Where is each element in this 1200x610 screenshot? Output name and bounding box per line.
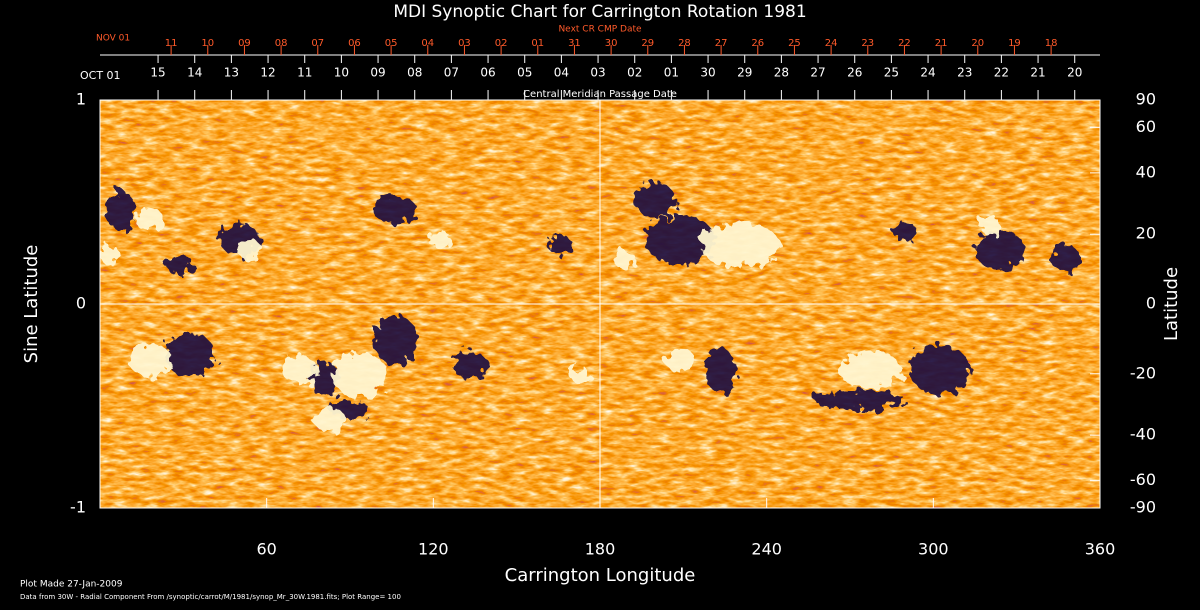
next-cr-tick-label: 03	[458, 38, 471, 49]
next-cr-tick-label: 26	[751, 38, 764, 49]
next-cr-tick-label: 04	[421, 38, 434, 49]
source-note: Data from 30W - Radial Component From /s…	[20, 593, 401, 601]
cmp-start-label: OCT 01	[80, 69, 121, 82]
cmp-tick-label: 13	[224, 66, 239, 80]
next-cr-tick-label: 20	[971, 38, 984, 49]
next-cr-tick-label: 21	[935, 38, 948, 49]
next-cr-tick-label: 27	[715, 38, 728, 49]
next-cr-start-label: NOV 01	[96, 34, 130, 44]
cmp-tick-label: 06	[480, 66, 495, 80]
cmp-tick-label: 01	[664, 66, 679, 80]
next-cr-tick-label: 01	[531, 38, 544, 49]
y2-tick-label: -90	[1130, 498, 1156, 517]
next-cr-tick-label: 18	[1045, 38, 1058, 49]
next-cr-tick-label: 05	[385, 38, 398, 49]
cmp-tick-label: 25	[884, 66, 899, 80]
next-cr-tick-label: 07	[311, 38, 324, 49]
cmp-tick-label: 21	[1030, 66, 1045, 80]
cmp-tick-label: 14	[187, 66, 202, 80]
x-tick-label: 60	[256, 540, 276, 559]
cmp-tick-label: 24	[920, 66, 935, 80]
x-tick-label: 180	[585, 540, 616, 559]
y2-tick-label: -20	[1130, 363, 1156, 382]
x-axis-title: Carrington Longitude	[505, 565, 696, 586]
next-cr-tick-label: 19	[1008, 38, 1021, 49]
x-tick-label: 300	[918, 540, 949, 559]
y2-tick-label: 40	[1136, 162, 1156, 181]
footnote: Plot Made 27-Jan-2009	[20, 580, 123, 590]
x-tick-label: 360	[1085, 540, 1116, 559]
cmp-tick-label: 27	[810, 66, 825, 80]
cmp-tick-label: 23	[957, 66, 972, 80]
cmp-tick-label: 02	[627, 66, 642, 80]
cmp-tick-label: 30	[700, 66, 715, 80]
next-cr-tick-label: 25	[788, 38, 801, 49]
cmp-tick-label: 26	[847, 66, 862, 80]
next-cr-tick-label: 09	[238, 38, 251, 49]
y-axis-title: Sine Latitude	[21, 245, 42, 364]
cmp-tick-label: 09	[370, 66, 385, 80]
cmp-axis-title: Central Meridian Passage Date	[523, 89, 677, 100]
next-cr-tick-label: 28	[678, 38, 691, 49]
cmp-tick-label: 29	[737, 66, 752, 80]
next-cr-tick-label: 11	[165, 38, 178, 49]
y2-tick-label: 90	[1136, 90, 1156, 109]
y2-tick-label: 60	[1136, 117, 1156, 136]
cmp-tick-label: 05	[517, 66, 532, 80]
cmp-tick-label: 11	[297, 66, 312, 80]
next-cr-tick-label: 31	[568, 38, 581, 49]
cmp-tick-label: 22	[994, 66, 1009, 80]
y2-axis-title: Latitude	[1161, 267, 1182, 341]
next-cr-tick-label: 30	[605, 38, 618, 49]
next-cr-tick-label: 24	[825, 38, 838, 49]
y2-tick-label: -40	[1130, 425, 1156, 444]
next-cr-tick-label: 06	[348, 38, 361, 49]
y2-tick-label: 0	[1146, 294, 1156, 313]
cmp-tick-label: 28	[774, 66, 789, 80]
cmp-tick-label: 04	[554, 66, 569, 80]
x-tick-label: 240	[751, 540, 782, 559]
next-cr-tick-label: 29	[641, 38, 654, 49]
next-cr-tick-label: 10	[201, 38, 214, 49]
next-cr-tick-label: 23	[861, 38, 874, 49]
cmp-tick-label: 15	[150, 66, 165, 80]
next-cr-axis-title: Next CR CMP Date	[558, 25, 642, 35]
y2-tick-label: -60	[1130, 470, 1156, 489]
y-tick-label: 0	[76, 294, 86, 313]
next-cr-tick-label: 08	[275, 38, 288, 49]
cmp-tick-label: 03	[590, 66, 605, 80]
y2-tick-label: 20	[1136, 224, 1156, 243]
chart-title: MDI Synoptic Chart for Carrington Rotati…	[393, 2, 806, 22]
cmp-tick-label: 10	[334, 66, 349, 80]
cmp-tick-label: 12	[260, 66, 275, 80]
y-tick-label: 1	[76, 90, 86, 109]
next-cr-tick-label: 22	[898, 38, 911, 49]
x-tick-label: 120	[418, 540, 449, 559]
cmp-tick-label: 08	[407, 66, 422, 80]
active-regions	[100, 182, 1079, 432]
cmp-tick-label: 20	[1067, 66, 1082, 80]
cmp-tick-label: 07	[444, 66, 459, 80]
next-cr-tick-label: 02	[495, 38, 508, 49]
y-tick-label: -1	[70, 498, 86, 517]
